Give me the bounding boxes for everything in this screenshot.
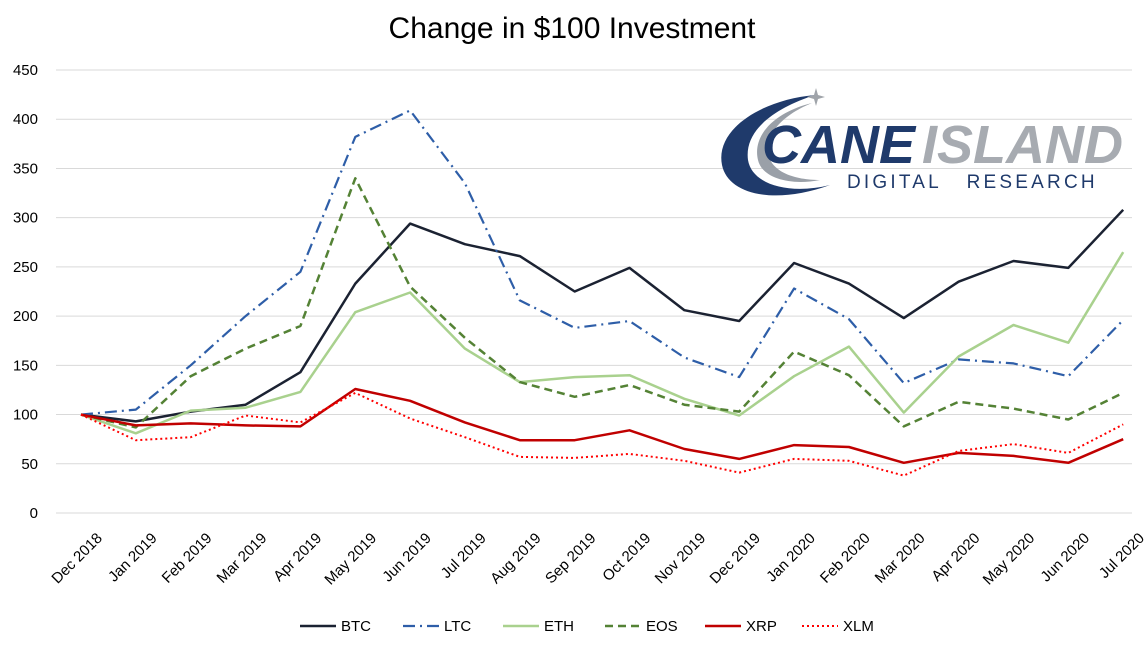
x-tick-label: Nov 2019 (652, 530, 709, 587)
series-lines (80, 109, 1125, 477)
x-tick-label: May 2019 (321, 530, 380, 589)
x-tick-label: Jul 2019 (438, 530, 490, 582)
chart-title: Change in $100 Investment (389, 12, 757, 45)
x-tick-label: Dec 2018 (48, 530, 105, 587)
y-tick-label: 50 (21, 456, 38, 473)
series-line-btc (80, 208, 1125, 423)
x-tick-label: Sep 2019 (542, 530, 599, 587)
cane-island-logo: CANE ISLAND DIGITAL RESEARCH (721, 88, 1123, 196)
x-tick-label: Feb 2019 (159, 530, 216, 587)
x-tick-label: Aug 2019 (487, 530, 544, 587)
legend: BTC LTC ETH EOS XRP XLM (300, 618, 874, 635)
y-tick-label: 200 (13, 308, 38, 325)
x-tick-label: Jan 2019 (105, 530, 161, 586)
y-tick-label: 400 (13, 111, 38, 128)
x-tick-label: Oct 2019 (599, 530, 654, 585)
sparkle-icon (807, 88, 825, 106)
logo-swoosh (721, 95, 830, 196)
y-tick-label: 250 (13, 259, 38, 276)
series-line-eth (80, 251, 1125, 435)
x-tick-label: Jun 2020 (1037, 530, 1093, 586)
x-tick-label: Mar 2020 (872, 530, 929, 587)
x-tick-label: Jul 2020 (1096, 530, 1144, 582)
legend-label-btc: BTC (341, 618, 371, 635)
series-line-xrp (80, 387, 1124, 465)
logo-word-cane: CANE (762, 115, 917, 175)
legend-label-xlm: XLM (843, 618, 874, 635)
y-tick-label: 100 (13, 407, 38, 424)
series-line-xlm (80, 391, 1124, 477)
legend-label-eth: ETH (544, 618, 574, 635)
x-tick-label: Feb 2020 (817, 530, 874, 587)
legend-label-eos: EOS (646, 618, 678, 635)
y-tick-label: 450 (13, 62, 38, 79)
x-tick-label: Apr 2019 (270, 530, 325, 585)
logo-word-island: ISLAND (922, 115, 1123, 175)
x-tick-label: Jun 2019 (379, 530, 435, 586)
logo-subtitle: DIGITAL RESEARCH (847, 172, 1098, 193)
x-tick-label: Mar 2019 (214, 530, 271, 587)
y-axis: 0 50 100 150 200 250 300 350 400 450 (13, 62, 38, 522)
series-line-ltc (80, 109, 1124, 416)
logo-swoosh-inner (757, 103, 820, 182)
x-tick-label: Apr 2020 (928, 530, 983, 585)
x-tick-label: Dec 2019 (707, 530, 764, 587)
legend-label-ltc: LTC (444, 618, 471, 635)
legend-label-xrp: XRP (746, 618, 777, 635)
y-tick-label: 0 (30, 505, 38, 522)
series-line-eos (80, 177, 1124, 429)
y-tick-label: 300 (13, 210, 38, 227)
x-tick-label: Jan 2020 (763, 530, 819, 586)
grid-lines (56, 69, 1132, 465)
x-tick-label: May 2020 (980, 530, 1039, 589)
y-tick-label: 350 (13, 160, 38, 177)
y-tick-label: 150 (13, 357, 38, 374)
